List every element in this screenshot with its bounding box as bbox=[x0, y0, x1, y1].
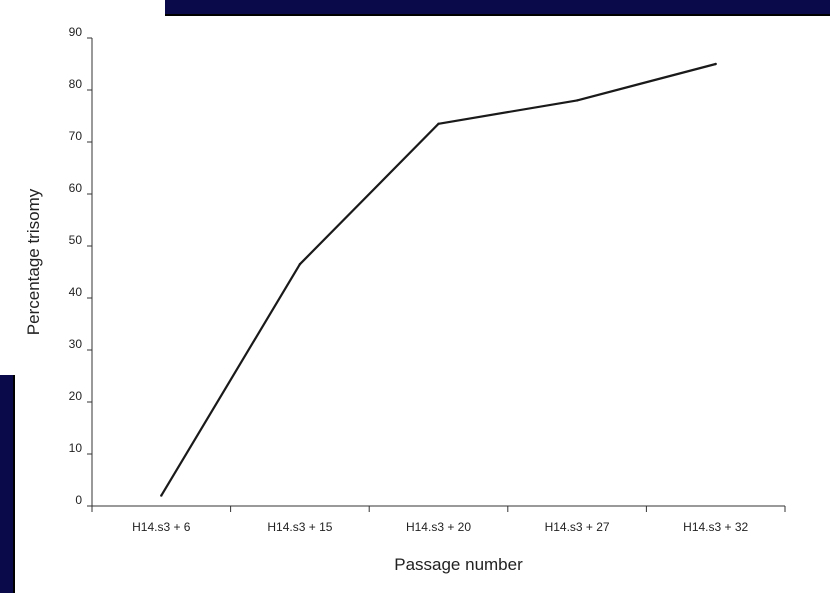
slide-top-bar bbox=[165, 0, 830, 16]
y-axis-title: Percentage trisomy bbox=[24, 188, 43, 335]
x-tick-label: H14.s3 + 20 bbox=[406, 520, 471, 534]
y-tick-label: 10 bbox=[69, 441, 83, 455]
x-axis-title: Passage number bbox=[394, 555, 523, 574]
data-point bbox=[714, 62, 717, 66]
data-point bbox=[298, 263, 302, 266]
x-tick-label: H14.s3 + 6 bbox=[132, 520, 191, 534]
y-tick-label: 20 bbox=[69, 389, 83, 403]
x-tick-label: H14.s3 + 15 bbox=[267, 520, 332, 534]
data-point bbox=[575, 99, 579, 102]
series-line bbox=[160, 62, 716, 497]
y-tick-label: 50 bbox=[69, 233, 83, 247]
y-tick-label: 80 bbox=[69, 77, 83, 91]
x-axis: H14.s3 + 6 H14.s3 + 15 H14.s3 + 20 H14.s3 +… bbox=[91, 505, 786, 534]
y-tick-label: 90 bbox=[69, 25, 83, 39]
data-point bbox=[437, 122, 440, 126]
y-axis: 0 10 20 30 40 50 60 70 80 90 bbox=[69, 25, 93, 507]
plot-area bbox=[160, 62, 717, 497]
y-tick-label: 40 bbox=[69, 285, 83, 299]
y-tick-label: 60 bbox=[69, 181, 83, 195]
y-tick-label: 0 bbox=[75, 493, 82, 507]
y-tick-label: 70 bbox=[69, 129, 83, 143]
x-tick-label: H14.s3 + 32 bbox=[683, 520, 748, 534]
y-tick-label: 30 bbox=[69, 337, 83, 351]
x-tick-label: H14.s3 + 27 bbox=[545, 520, 610, 534]
slide-side-bar bbox=[0, 375, 15, 593]
data-point bbox=[160, 494, 163, 497]
